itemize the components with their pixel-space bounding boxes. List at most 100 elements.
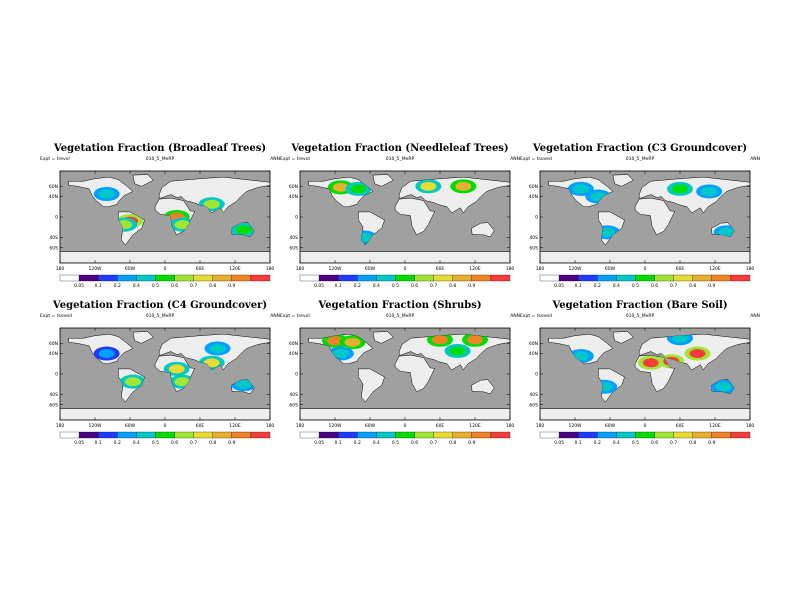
expt-label: Expt = trevol — [280, 157, 310, 162]
colorbar-swatch — [711, 274, 732, 282]
colorbar-swatch — [452, 431, 472, 439]
lon-label: 60W — [125, 266, 136, 272]
colorbar-swatch — [376, 431, 396, 439]
lon-label: 60W — [365, 266, 376, 272]
case-label: 010_5_MeRP — [145, 157, 175, 162]
colorbar-swatch — [338, 431, 358, 439]
lon-label: 180 — [536, 423, 545, 429]
data-cell — [209, 343, 226, 353]
colorbar-label: 0.1 — [335, 440, 342, 446]
colorbar-label: 0.7 — [670, 283, 677, 289]
lat-label: 60S — [49, 245, 58, 251]
colorbar-label: 0.2 — [114, 283, 121, 289]
land-south-america — [358, 368, 385, 403]
lon-label: 120E — [229, 423, 241, 429]
panel-bare-soil: Vegetation Fraction (Bare Soil) Expt = t… — [520, 300, 760, 450]
colorbar-swatch — [395, 431, 415, 439]
colorbar-swatch — [250, 431, 271, 439]
colorbar-swatch — [318, 274, 339, 282]
panel-title: Vegetation Fraction (C4 Groundcover) — [52, 300, 268, 311]
land-greenland — [372, 331, 394, 344]
lat-label: 0 — [535, 215, 538, 221]
land-antarctica — [540, 408, 750, 420]
lon-label: 60E — [196, 423, 205, 429]
data-cell — [168, 364, 185, 374]
data-cell — [332, 349, 349, 359]
lat-label: 40S — [289, 235, 298, 241]
expt-label: Expt = trevol — [40, 157, 70, 162]
colorbar-swatch — [558, 274, 579, 282]
land-antarctica — [300, 408, 510, 420]
lat-label: 40N — [289, 194, 298, 200]
lat-label: 60N — [49, 341, 58, 347]
colorbar-label: 0.6 — [171, 440, 178, 446]
colorbar-label: 0.6 — [171, 283, 178, 289]
data-cell — [715, 382, 732, 392]
colorbar-swatch — [414, 431, 434, 439]
data-cell — [344, 337, 361, 347]
colorbar-label: 0.5 — [392, 283, 399, 289]
colorbar-swatch — [597, 274, 617, 282]
lon-label: 60W — [365, 423, 376, 429]
colorbar-label: 0.4 — [133, 440, 140, 446]
season-label: ANN — [750, 314, 760, 319]
colorbar-swatch — [414, 274, 434, 282]
colorbar-label: 0.9 — [708, 440, 715, 446]
case-label: 010_5_MeRP — [625, 314, 655, 319]
data-cell — [642, 358, 659, 368]
colorbar-swatch — [692, 431, 712, 439]
colorbar-label: 0.7 — [430, 440, 437, 446]
lon-label: 0 — [404, 266, 407, 272]
colorbar-swatch — [578, 431, 598, 439]
lon-label: 180 — [56, 423, 65, 429]
land-africa — [634, 197, 676, 236]
lon-label: 60E — [436, 266, 445, 272]
colorbar-swatch — [711, 431, 732, 439]
lon-label: 0 — [164, 423, 167, 429]
colorbar: 0.05 0.1 0.2 0.4 0.5 0.6 0.7 0.8 0.9 — [299, 431, 511, 446]
data-cell — [235, 379, 252, 389]
lat-label: 60S — [529, 402, 538, 408]
case-label: 010_5_MeRP — [625, 157, 655, 162]
expt-label: Expt = tsoved — [520, 314, 552, 319]
lon-label: 180 — [56, 266, 65, 272]
colorbar-swatch — [78, 274, 99, 282]
lat-label: 40N — [289, 351, 298, 357]
colorbar-swatch — [155, 274, 175, 282]
colorbar: 0.05 0.1 0.2 0.4 0.5 0.6 0.7 0.8 0.9 — [539, 431, 751, 446]
colorbar-label: 0.5 — [152, 283, 159, 289]
colorbar-swatch — [539, 274, 560, 282]
colorbar-swatch — [117, 274, 137, 282]
colorbar-label: 0.1 — [575, 283, 582, 289]
data-cell — [672, 184, 688, 194]
lat-label: 40S — [49, 392, 58, 398]
colorbar-label: 0.05 — [314, 440, 324, 446]
colorbar-swatch — [193, 431, 213, 439]
colorbar-label: 0.2 — [594, 440, 601, 446]
data-cell — [174, 220, 191, 230]
lat-label: 60S — [289, 402, 298, 408]
colorbar-swatch — [174, 274, 194, 282]
data-cell — [235, 225, 252, 235]
lon-label: 120W — [568, 423, 582, 429]
colorbar-label: 0.7 — [190, 283, 197, 289]
colorbar-swatch — [433, 431, 453, 439]
case-label: 010_5_MeRP — [145, 314, 175, 319]
colorbar-label: 0.2 — [114, 440, 121, 446]
colorbar-label: 0.8 — [449, 440, 456, 446]
data-cell — [332, 182, 349, 192]
case-label: 010_5_MeRP — [385, 314, 415, 319]
lon-label: 0 — [644, 266, 647, 272]
colorbar-label: 0.8 — [449, 283, 456, 289]
colorbar-label: 0.1 — [335, 283, 342, 289]
lat-label: 60N — [49, 184, 58, 190]
map-plot: 60N 40N 0 40S 60S 180 120W 60W 0 60E 120E 180 — [289, 170, 514, 272]
land-greenland — [372, 174, 394, 187]
colorbar-label: 0.8 — [209, 283, 216, 289]
lat-label: 40N — [49, 194, 58, 200]
lon-label: 120E — [709, 266, 721, 272]
colorbar-swatch — [59, 274, 80, 282]
data-cell — [572, 184, 589, 194]
data-cell — [599, 227, 616, 237]
lon-label: 120E — [709, 423, 721, 429]
